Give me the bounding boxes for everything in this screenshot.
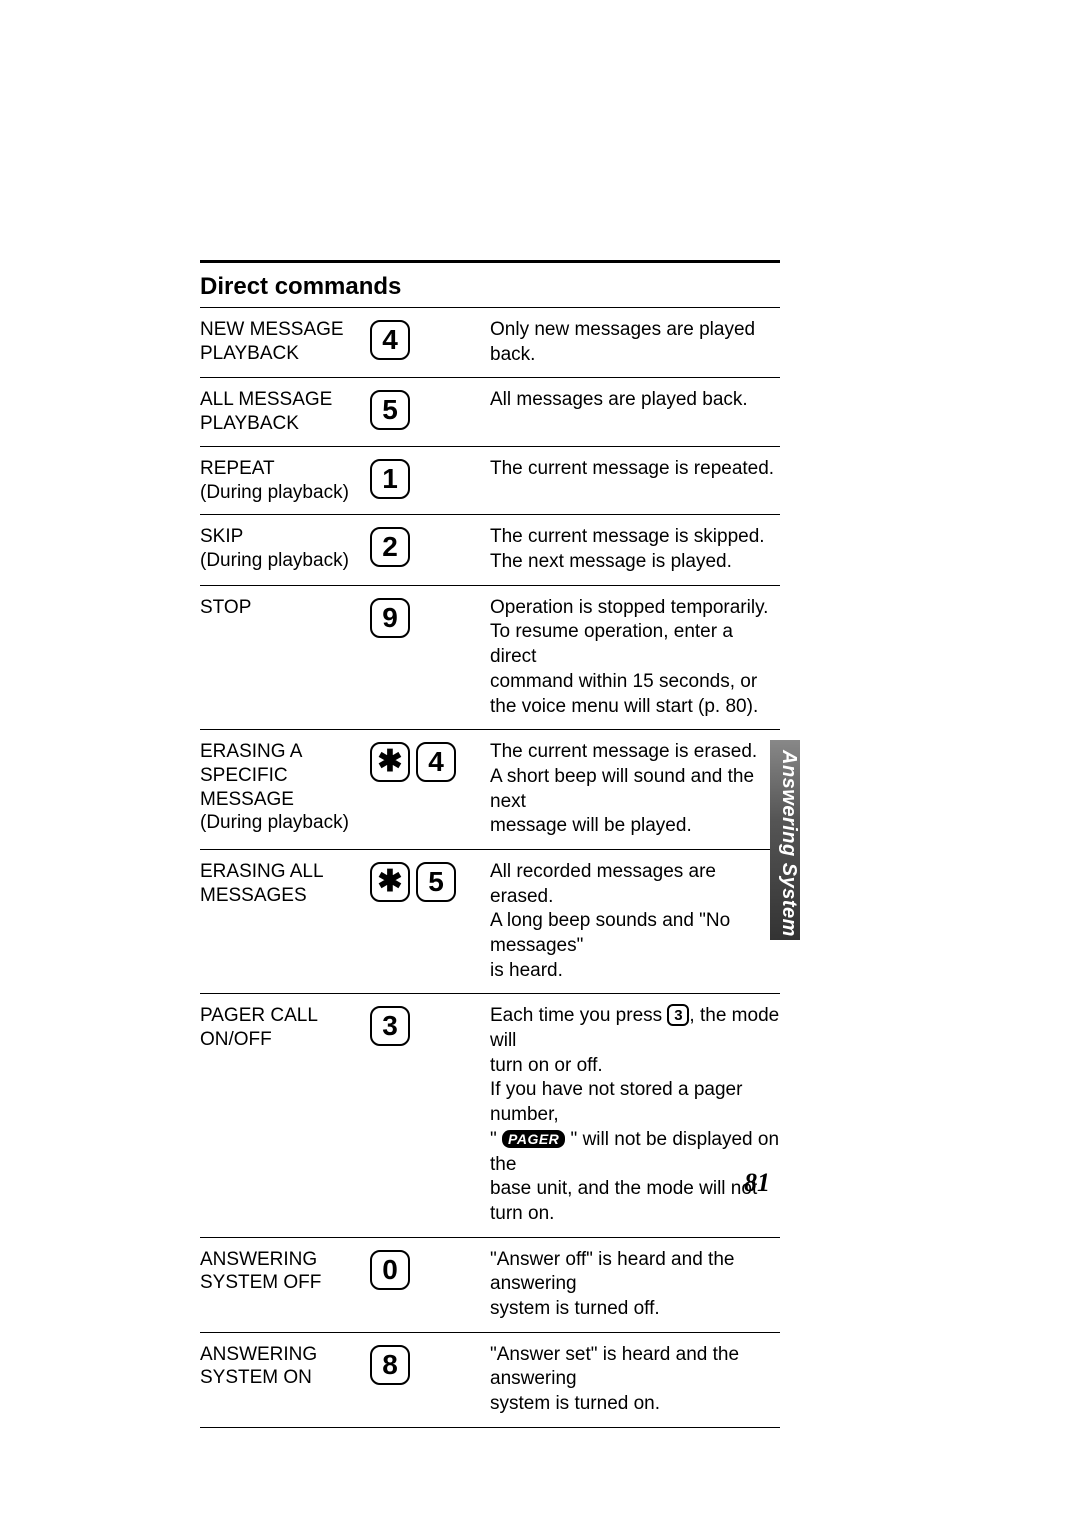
command-description: "Answer off" is heard and the answerings…	[490, 1248, 780, 1322]
command-description: "Answer set" is heard and the answerings…	[490, 1343, 780, 1417]
side-tab: Answering System	[770, 740, 800, 940]
digit-8-key-icon: 8	[370, 1345, 410, 1385]
digit-2-key-icon: 2	[370, 527, 410, 567]
command-keys: 8	[370, 1343, 490, 1385]
command-name: NEW MESSAGEPLAYBACK	[200, 318, 370, 366]
command-keys: 0	[370, 1248, 490, 1290]
command-description: Each time you press 3, the mode willturn…	[490, 1004, 780, 1226]
command-keys: ✱4	[370, 740, 490, 782]
command-name: REPEAT(During playback)	[200, 457, 370, 505]
table-row: ERASING ALLMESSAGES✱5All recorded messag…	[200, 850, 780, 994]
command-keys: 5	[370, 388, 490, 430]
command-name: STOP	[200, 596, 370, 620]
star-key-icon: ✱	[370, 742, 410, 782]
command-description: Operation is stopped temporarily.To resu…	[490, 596, 780, 719]
command-keys: 2	[370, 525, 490, 567]
digit-3-key-icon: 3	[370, 1006, 410, 1046]
command-name: ERASING ASPECIFICMESSAGE(During playback…	[200, 740, 370, 835]
command-description: The current message is skipped.The next …	[490, 525, 780, 574]
manual-page: Direct commands NEW MESSAGEPLAYBACK4Only…	[0, 0, 1080, 1528]
digit-9-key-icon: 9	[370, 598, 410, 638]
command-name: ANSWERINGSYSTEM ON	[200, 1343, 370, 1391]
top-rule	[200, 260, 780, 263]
table-row: ALL MESSAGEPLAYBACK5 All messages are pla…	[200, 378, 780, 447]
command-name: ANSWERINGSYSTEM OFF	[200, 1248, 370, 1296]
table-row: ANSWERINGSYSTEM OFF0 "Answer off" is hear…	[200, 1238, 780, 1333]
inline-digit-3-key-icon: 3	[667, 1004, 689, 1026]
command-name: ALL MESSAGEPLAYBACK	[200, 388, 370, 436]
command-name: SKIP(During playback)	[200, 525, 370, 573]
pager-badge-icon: PAGER	[502, 1130, 565, 1148]
command-description: The current message is repeated.	[490, 457, 780, 482]
digit-5-key-icon: 5	[416, 862, 456, 902]
command-description: All messages are played back.	[490, 388, 780, 413]
table-row: ERASING ASPECIFICMESSAGE(During playback…	[200, 730, 780, 850]
table-row: ANSWERINGSYSTEM ON8 "Answer set" is heard…	[200, 1333, 780, 1428]
command-table: NEW MESSAGEPLAYBACK4Only new messages ar…	[200, 308, 780, 1428]
command-keys: 9	[370, 596, 490, 638]
digit-4-key-icon: 4	[416, 742, 456, 782]
table-row: SKIP(During playback)2 The current messag…	[200, 515, 780, 585]
command-description: Only new messages are played back.	[490, 318, 780, 367]
command-description: All recorded messages are erased.A long …	[490, 860, 780, 983]
command-keys: ✱5	[370, 860, 490, 902]
command-keys: 3	[370, 1004, 490, 1046]
table-row: NEW MESSAGEPLAYBACK4 Only new messages ar…	[200, 308, 780, 378]
star-key-icon: ✱	[370, 862, 410, 902]
command-name: PAGER CALLON/OFF	[200, 1004, 370, 1052]
command-name: ERASING ALLMESSAGES	[200, 860, 370, 908]
command-description: The current message is erased.A short be…	[490, 740, 780, 839]
section-title: Direct commands	[200, 273, 780, 301]
table-row: STOP9 Operation is stopped temporarily.To…	[200, 586, 780, 730]
table-row: PAGER CALLON/OFF3Each time you press 3, …	[200, 994, 780, 1237]
command-keys: 1	[370, 457, 490, 499]
table-row: REPEAT(During playback)1 The current mess…	[200, 447, 780, 516]
digit-0-key-icon: 0	[370, 1250, 410, 1290]
digit-5-key-icon: 5	[370, 390, 410, 430]
digit-1-key-icon: 1	[370, 459, 410, 499]
page-number: 81	[744, 1168, 770, 1198]
digit-4-key-icon: 4	[370, 320, 410, 360]
command-keys: 4	[370, 318, 490, 360]
